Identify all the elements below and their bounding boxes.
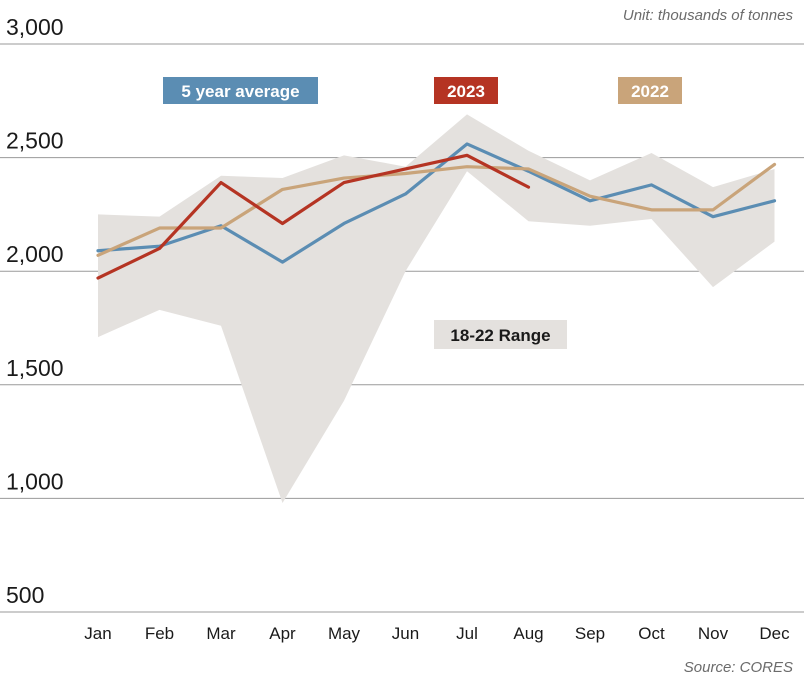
x-tick-label: Jul bbox=[456, 624, 478, 643]
legend-label-2022: 2022 bbox=[631, 82, 669, 101]
x-tick-label: Jun bbox=[392, 624, 419, 643]
y-tick-label: 1,500 bbox=[6, 355, 64, 381]
y-tick-label: 1,000 bbox=[6, 468, 64, 494]
legend-label-5-year-average: 5 year average bbox=[181, 82, 299, 101]
y-tick-label: 500 bbox=[6, 582, 44, 608]
x-tick-label: Oct bbox=[638, 624, 665, 643]
y-tick-label: 2,000 bbox=[6, 241, 64, 267]
legend-swatch-5-year-average bbox=[163, 77, 318, 104]
legend-label-2023: 2023 bbox=[447, 82, 485, 101]
x-tick-label: Aug bbox=[513, 624, 543, 643]
legend-swatch-range bbox=[434, 320, 567, 349]
range-band bbox=[98, 114, 775, 503]
series-line-2023 bbox=[96, 153, 531, 280]
legend-swatch-2023 bbox=[434, 77, 498, 104]
legend-range: 18-22 Range bbox=[434, 320, 567, 349]
x-tick-label: Mar bbox=[206, 624, 236, 643]
x-tick-label: Dec bbox=[759, 624, 790, 643]
legend-label-range: 18-22 Range bbox=[450, 326, 550, 345]
y-tick-label: 3,000 bbox=[6, 14, 64, 40]
unit-note: Unit: thousands of tonnes bbox=[623, 7, 794, 24]
legend-5-year-average: 5 year average bbox=[163, 77, 318, 104]
x-tick-label: Feb bbox=[145, 624, 174, 643]
x-tick-label: Jan bbox=[84, 624, 111, 643]
y-tick-label: 2,500 bbox=[6, 128, 64, 154]
range-area bbox=[98, 114, 775, 503]
x-tick-label: Apr bbox=[269, 624, 296, 643]
series-lines bbox=[96, 142, 777, 280]
y-axis-ticks: 3,000 2,500 2,000 1,500 1,000 500 bbox=[6, 14, 64, 608]
series-line-2022 bbox=[96, 162, 777, 257]
source-note: Source: CORES bbox=[684, 659, 793, 676]
legend-swatch-2022 bbox=[618, 77, 682, 104]
x-tick-label: Sep bbox=[575, 624, 605, 643]
x-tick-label: May bbox=[328, 624, 361, 643]
legend-2023: 2023 bbox=[434, 77, 498, 104]
legend-2022: 2022 bbox=[618, 77, 682, 104]
x-axis-ticks: Jan Feb Mar Apr May Jun Jul Aug Sep Oct Nov Dec bbox=[84, 624, 790, 643]
gridlines bbox=[0, 43, 804, 613]
x-tick-label: Nov bbox=[698, 624, 729, 643]
